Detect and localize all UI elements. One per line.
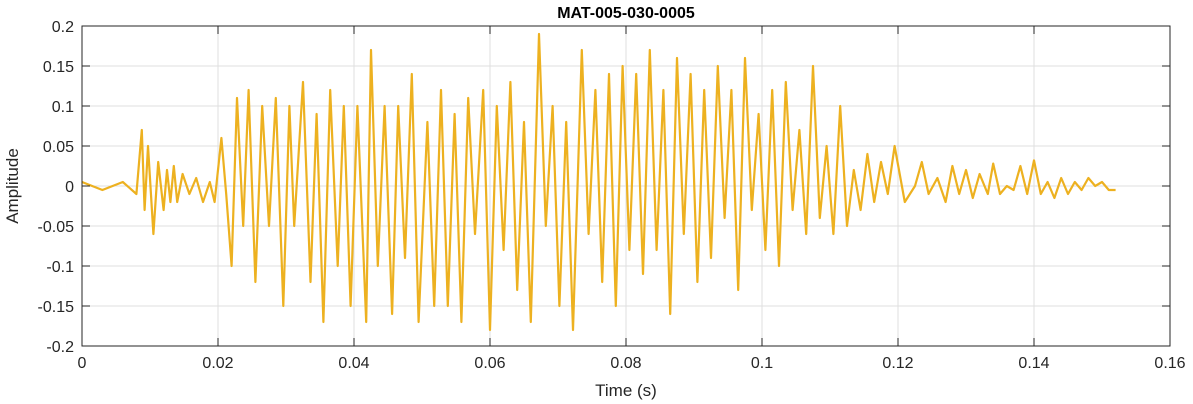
y-tick-label: 0.15 [43, 59, 74, 76]
y-tick-label: 0.1 [52, 99, 74, 116]
chart-title: MAT-005-030-0005 [557, 5, 695, 22]
x-axis-label: Time (s) [595, 381, 657, 400]
waveform-line [81, 32, 1116, 332]
y-tick-label: -0.05 [38, 219, 75, 236]
x-tick-label: 0.14 [1018, 355, 1049, 372]
x-tick-label: 0.02 [202, 355, 233, 372]
series-layer [81, 32, 1116, 332]
x-tick-label: 0.12 [882, 355, 913, 372]
y-tick-label: -0.2 [46, 339, 74, 356]
y-tick-label: 0.05 [43, 139, 74, 156]
y-tick-label: 0.2 [52, 19, 74, 36]
x-tick-label: 0 [78, 355, 87, 372]
x-axis: 0 0.02 0.04 0.06 0.08 0.1 0.12 0.14 0.16 [78, 26, 1186, 372]
x-tick-label: 0.04 [338, 355, 369, 372]
x-tick-label: 0.16 [1154, 355, 1185, 372]
x-tick-label: 0.06 [474, 355, 505, 372]
y-tick-label: 0 [65, 179, 74, 196]
y-tick-label: -0.15 [38, 299, 75, 316]
y-tick-label: -0.1 [46, 259, 74, 276]
x-tick-label: 0.1 [751, 355, 773, 372]
y-axis: -0.2 -0.15 -0.1 -0.05 0 0.05 0.1 0.15 0.2 [38, 19, 1170, 356]
x-tick-label: 0.08 [610, 355, 641, 372]
y-axis-label: Amplitude [3, 148, 22, 224]
